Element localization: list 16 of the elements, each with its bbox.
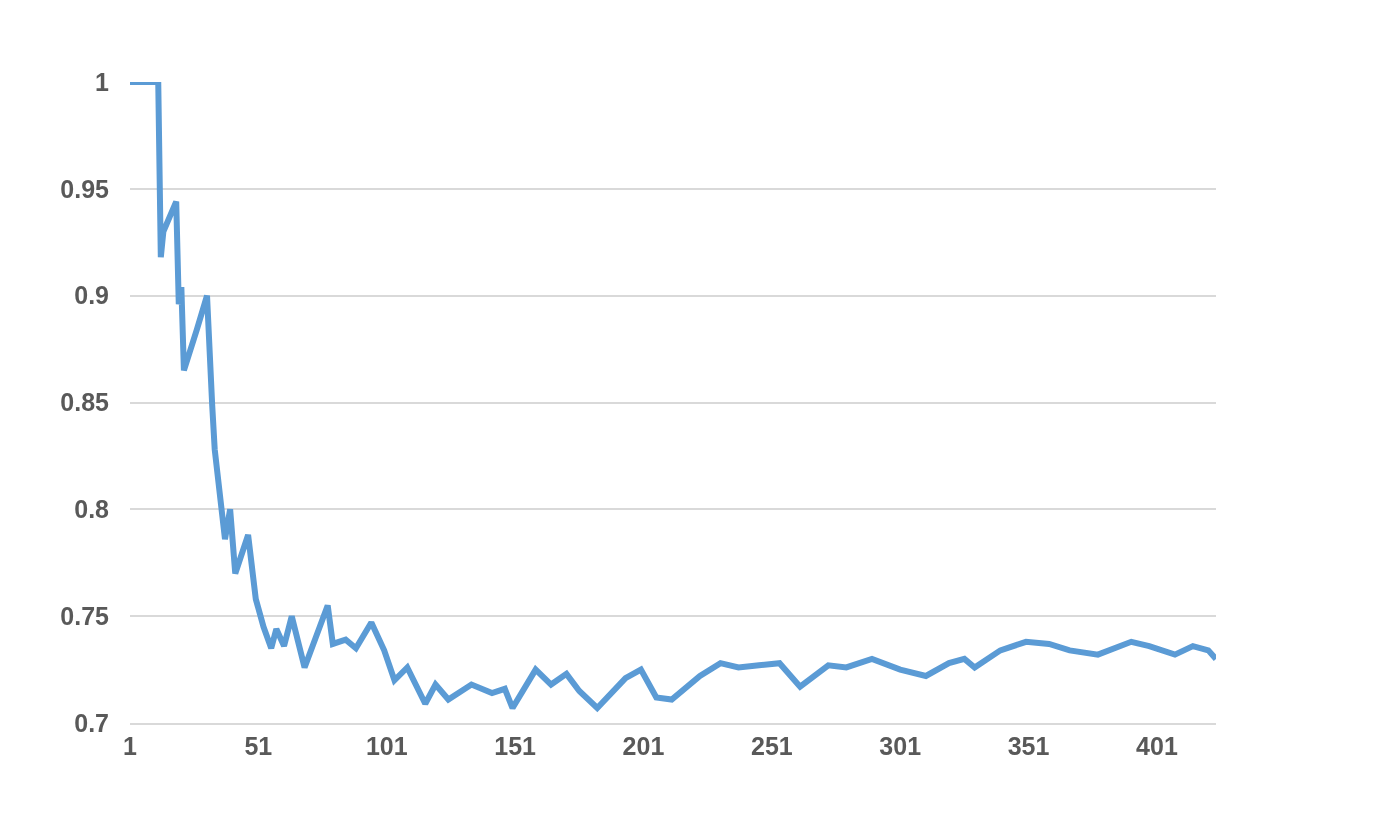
x-tick-label: 51: [244, 731, 273, 760]
x-tick-label: 151: [494, 731, 537, 760]
x-tick-label: 301: [879, 731, 922, 760]
y-tick-label: 0.95: [60, 174, 110, 203]
y-tick-label: 0.8: [74, 495, 110, 524]
y-tick-label: 0.9: [74, 281, 109, 310]
x-tick-label: 351: [1007, 731, 1050, 760]
x-tick-label: 1: [123, 731, 138, 760]
y-tick-label: 0.7: [74, 708, 109, 737]
y-tick-label: 0.85: [60, 388, 110, 417]
x-tick-label: 201: [622, 731, 665, 760]
y-tick-label: 0.75: [60, 601, 110, 630]
x-tick-label: 401: [1136, 731, 1178, 760]
x-tick-label: 251: [750, 731, 793, 760]
x-tick-label: 101: [365, 731, 408, 760]
y-tick-label: 1: [95, 67, 110, 96]
